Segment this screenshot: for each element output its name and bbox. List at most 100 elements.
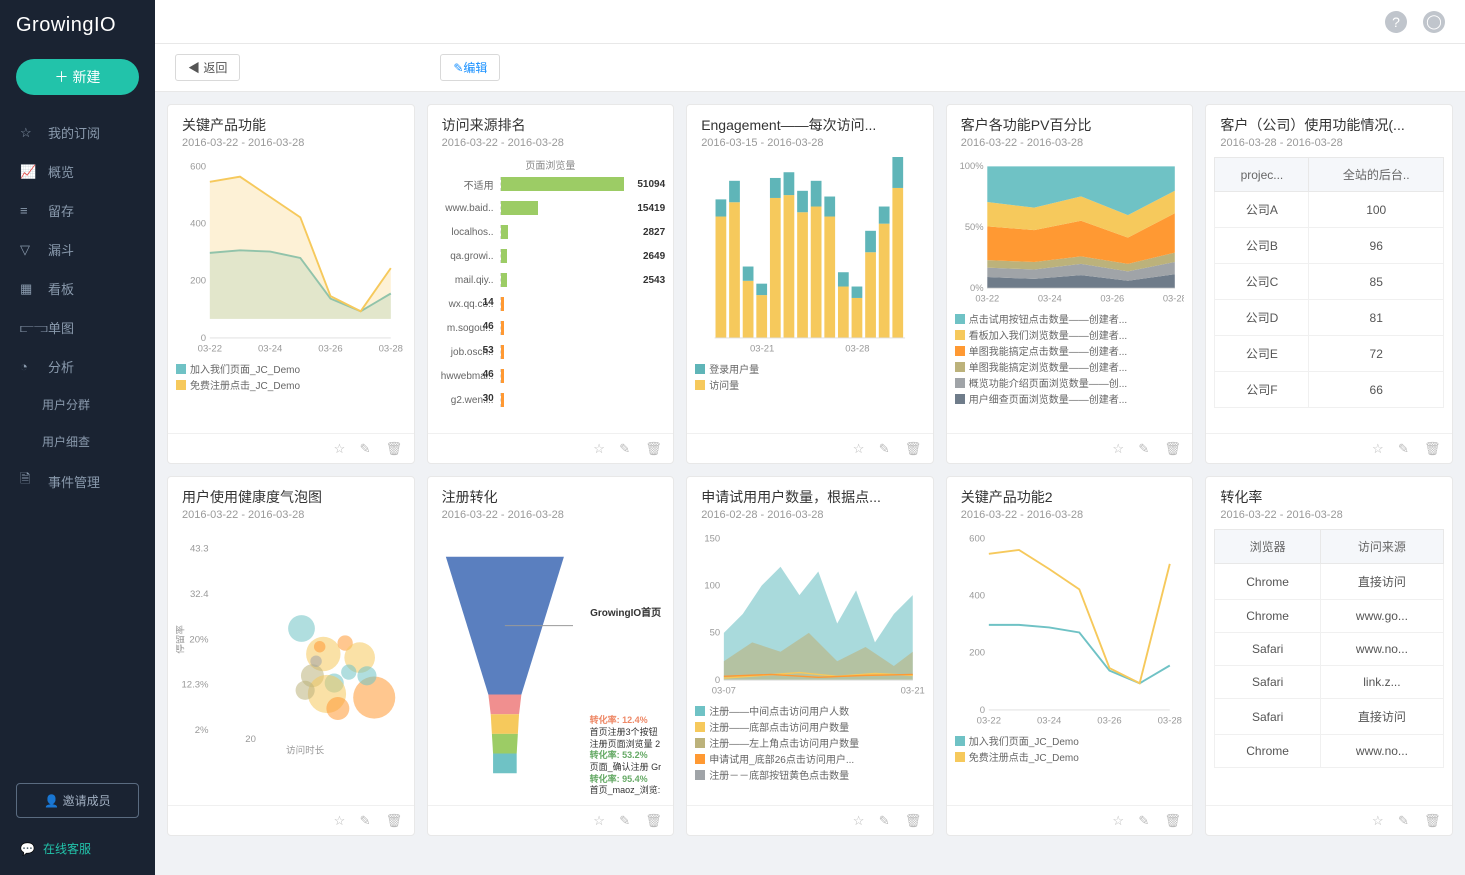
card-head: 关键产品功能22016-03-22 - 2016-03-28 [947,477,1193,525]
card: 关键产品功能22016-03-22 - 2016-03-286004002000… [946,476,1194,836]
new-button[interactable]: ＋ 新建 [16,59,139,95]
card: Engagement——每次访问...2016-03-15 - 2016-03-… [686,104,934,464]
hbar-row: g2.wen.l..30 [436,388,666,412]
star-icon[interactable]: ☆ [1372,813,1388,829]
card-date: 2016-03-22 - 2016-03-28 [442,509,660,521]
nav-item[interactable]: 📈概览 [0,152,155,191]
star-icon[interactable]: ☆ [1372,441,1388,457]
nav-item[interactable]: ▦看板 [0,269,155,308]
card-title: 访问来源排名 [442,115,660,135]
card: 关键产品功能2016-03-22 - 2016-03-2860040020000… [167,104,415,464]
table: 浏览器访问来源Chrome直接访问Chromewww.go...Safariww… [1214,529,1444,768]
card-date: 2016-03-22 - 2016-03-28 [961,137,1179,149]
table-row[interactable]: 公司B96 [1215,228,1444,264]
card-title: 关键产品功能 [182,115,400,135]
legend: 登录用户量访问量 [695,361,925,392]
card-body: 100%50%0%03-2203-2403-2603-28点击试用按钮点击数量—… [947,153,1193,433]
star-icon[interactable]: ☆ [334,441,350,457]
star-icon[interactable]: ☆ [593,813,609,829]
table-row[interactable]: Chromewww.no... [1215,735,1444,768]
table-row[interactable]: 公司E72 [1215,336,1444,372]
delete-icon[interactable]: 🗑 [905,813,921,829]
edit-icon[interactable]: ✎ [1398,813,1414,829]
service-link[interactable]: 💬在线客服 [16,834,139,863]
nav-item[interactable]: 用户细查 [0,423,155,460]
delete-icon[interactable]: 🗑 [1164,813,1180,829]
table-row[interactable]: 公司D81 [1215,300,1444,336]
avatar-icon[interactable]: ◯ [1423,11,1445,33]
svg-text:03-21: 03-21 [901,685,925,696]
hbar-row: m.sogou...46 [436,316,666,340]
svg-text:03-28: 03-28 [1157,715,1181,726]
legend: 加入我们页面_JC_Demo免费注册点击_JC_Demo [176,361,406,392]
star-icon[interactable]: ☆ [853,441,869,457]
edit-icon[interactable]: ✎ [1398,441,1414,457]
table-row[interactable]: Safariwww.no... [1215,633,1444,666]
card-head: 注册转化2016-03-22 - 2016-03-28 [428,477,674,525]
edit-icon[interactable]: ✎ [360,813,376,829]
nav-item[interactable]: ▽漏斗 [0,230,155,269]
edit-icon[interactable]: ✎ [879,813,895,829]
card-date: 2016-03-28 - 2016-03-28 [1220,137,1438,149]
card-head: Engagement——每次访问...2016-03-15 - 2016-03-… [687,105,933,153]
th[interactable]: 访问来源 [1320,530,1443,564]
svg-text:03-28: 03-28 [379,343,403,354]
star-icon[interactable]: ☆ [334,813,350,829]
star-icon[interactable]: ☆ [853,813,869,829]
table-row[interactable]: Safarilink.z... [1215,666,1444,699]
nav-item[interactable]: ≡留存 [0,191,155,230]
edit-icon[interactable]: ✎ [619,441,635,457]
delete-icon[interactable]: 🗑 [386,441,402,457]
edit-icon[interactable]: ✎ [879,441,895,457]
svg-text:03-21: 03-21 [750,343,774,354]
nav-item[interactable]: ☆我的订阅 [0,113,155,152]
th[interactable]: projec... [1215,158,1309,192]
back-button[interactable]: ◀ 返回 [175,54,240,81]
main: ? ◯ ◀ 返回 ✎编辑 关键产品功能 2016-03-22 - 2016-03-… [155,0,1465,875]
delete-icon[interactable]: 🗑 [905,441,921,457]
delete-icon[interactable]: 🗑 [645,441,661,457]
help-icon[interactable]: ? [1385,11,1407,33]
table-row[interactable]: Safari直接访问 [1215,699,1444,735]
card-footer: ☆ ✎ 🗑 [947,433,1193,463]
nav-item[interactable]: 🗎事件管理 [0,460,155,502]
edit-icon[interactable]: ✎ [619,813,635,829]
hbar-row: hwwebmai..46 [436,364,666,388]
star-icon[interactable]: ☆ [1112,813,1128,829]
svg-text:2%: 2% [195,725,209,736]
star-icon[interactable]: ☆ [1112,441,1128,457]
table-row[interactable]: 公司F66 [1215,372,1444,408]
edit-button[interactable]: ✎编辑 [440,54,500,81]
svg-text:03-22: 03-22 [198,343,222,354]
table-row[interactable]: Chrome直接访问 [1215,564,1444,600]
table-row[interactable]: Chromewww.go... [1215,600,1444,633]
table-row[interactable]: 公司C85 [1215,264,1444,300]
delete-icon[interactable]: 🗑 [645,813,661,829]
nav-item[interactable]: ⫍⫎单图 [0,308,155,347]
svg-text:0: 0 [201,333,206,344]
delete-icon[interactable]: 🗑 [1424,813,1440,829]
card-footer: ☆ ✎ 🗑 [947,805,1193,835]
nav-item[interactable]: 用户分群 [0,386,155,423]
svg-text:200: 200 [190,276,206,287]
nav-item[interactable]: ◔分析 [0,347,155,386]
legend: 加入我们页面_JC_Demo免费注册点击_JC_Demo [955,733,1185,764]
svg-text:03-28: 03-28 [1163,293,1185,303]
star-icon[interactable]: ☆ [593,441,609,457]
card-footer: ☆ ✎ 🗑 [168,433,414,463]
delete-icon[interactable]: 🗑 [1424,441,1440,457]
svg-text:43.3: 43.3 [190,543,209,554]
edit-icon[interactable]: ✎ [1138,813,1154,829]
card: 注册转化2016-03-22 - 2016-03-28GrowingIO首页转化… [427,476,675,836]
card: 用户使用健康度气泡图2016-03-22 - 2016-03-2843.332.… [167,476,415,836]
delete-icon[interactable]: 🗑 [386,813,402,829]
table-row[interactable]: 公司A100 [1215,192,1444,228]
invite-button[interactable]: 👤 邀请成员 [16,783,139,818]
th[interactable]: 浏览器 [1215,530,1320,564]
delete-icon[interactable]: 🗑 [1164,441,1180,457]
th[interactable]: 全站的后台.. [1309,158,1444,192]
edit-icon[interactable]: ✎ [360,441,376,457]
card-body: 页面浏览量不适用51094www.baid..15419localhos..28… [428,153,674,433]
edit-icon[interactable]: ✎ [1138,441,1154,457]
svg-text:400: 400 [969,591,985,602]
